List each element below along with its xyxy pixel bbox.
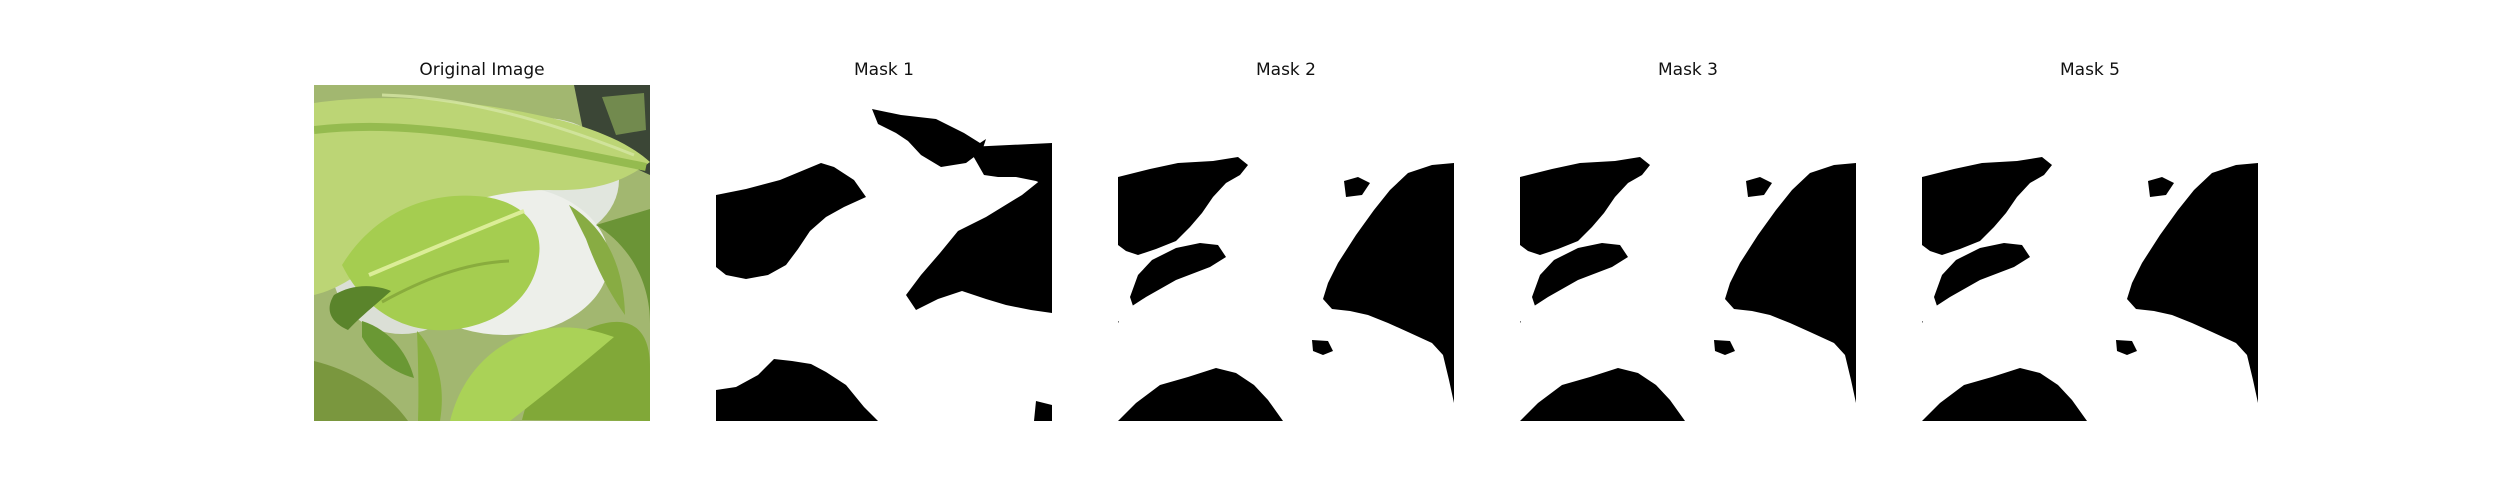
original-leaf-photo [314,85,650,421]
panel-title-mask-1: Mask 1 [853,60,914,80]
panel-title-original: Original Image [419,60,545,80]
mask-3-image [1520,85,1856,421]
mask-5-image [1922,85,2258,421]
panel-title-mask-3: Mask 3 [1657,60,1718,80]
mask-2-image [1118,85,1454,421]
panel-title-mask-2: Mask 2 [1255,60,1316,80]
panel-title-mask-5: Mask 5 [2059,60,2120,80]
mask-1-image [716,85,1052,421]
